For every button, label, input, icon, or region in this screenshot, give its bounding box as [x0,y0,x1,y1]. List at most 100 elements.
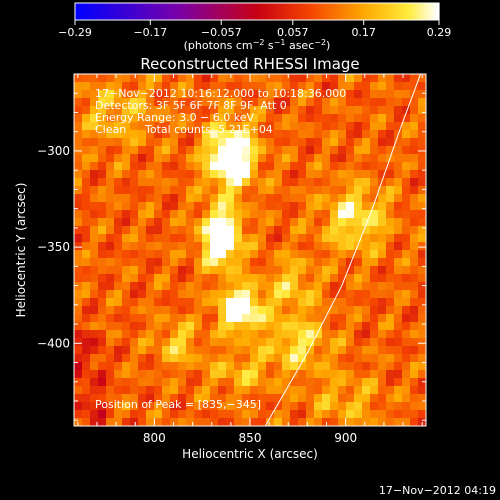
heatmap-cell [386,138,395,147]
heatmap-cell [178,354,187,363]
heatmap-cell [210,194,219,203]
heatmap-cell [106,202,115,211]
heatmap-cell [346,394,355,403]
heatmap-cell [362,378,371,387]
annotation-energy: Energy Range: 3.0 − 6.0 keV [95,111,255,124]
heatmap-cell [418,290,426,299]
heatmap-cell [410,322,419,331]
heatmap-cell [258,266,267,275]
heatmap-cell [194,82,203,91]
heatmap-cell [122,106,131,115]
heatmap-cell [250,114,259,123]
heatmap-cell [82,178,91,187]
heatmap-cell [242,234,251,243]
heatmap-cell [186,282,195,291]
heatmap-cell [106,114,115,123]
heatmap-cell [386,362,395,371]
heatmap-cell [298,186,307,195]
heatmap-cell [402,330,411,339]
heatmap-cell [114,418,123,426]
colorbar-cell [369,3,373,20]
heatmap-cell [82,290,91,299]
heatmap-cell [266,130,275,139]
heatmap-cell [82,162,91,171]
heatmap-cell [394,234,403,243]
heatmap-cell [130,154,139,163]
heatmap-cell [210,242,219,251]
heatmap-cell [178,210,187,219]
heatmap-cell [386,338,395,347]
heatmap-cell [178,202,187,211]
heatmap-cell [186,242,195,251]
heatmap-cell [202,82,211,91]
heatmap-cell [90,394,99,403]
heatmap-cell [210,122,219,131]
heatmap-cell [106,178,115,187]
heatmap-cell [218,298,227,307]
heatmap-cell [146,130,155,139]
heatmap-cell [370,282,379,291]
heatmap-cell [82,146,91,155]
heatmap-cell [146,322,155,331]
heatmap-cell [194,194,203,203]
heatmap-cell [194,114,203,123]
heatmap-cell [306,82,315,91]
heatmap-cell [114,154,123,163]
y-axis-label: Heliocentric Y (arcsec) [14,183,28,318]
heatmap-cell [170,250,179,259]
heatmap-cell [114,370,123,379]
heatmap-cell [122,298,131,307]
heatmap-cell [250,266,259,275]
heatmap-cell [194,242,203,251]
heatmap-cell [394,282,403,291]
heatmap-cell [370,98,379,107]
heatmap-cell [274,202,283,211]
heatmap-cell [242,266,251,275]
heatmap-cell [418,402,426,411]
heatmap-cell [354,218,363,227]
heatmap-cell [154,98,163,107]
colorbar-cell [396,3,401,20]
heatmap-cell [322,298,331,307]
heatmap-cell [322,266,331,275]
heatmap-cell [354,162,363,171]
heatmap-cell [290,138,299,147]
heatmap-cell [250,90,259,99]
heatmap-cell [314,354,323,363]
heatmap-cell [266,154,275,163]
heatmap-cell [98,202,107,211]
heatmap-cell [338,106,347,115]
colorbar-cell [320,3,325,20]
heatmap-cell [98,282,107,291]
heatmap-cell [186,234,195,243]
heatmap-cell [402,290,411,299]
heatmap-cell [298,386,307,395]
heatmap-cell [266,250,275,259]
heatmap-cell [202,314,211,323]
heatmap-cell [338,410,347,419]
heatmap-cell [258,330,267,339]
heatmap-cell [162,346,171,355]
heatmap-cell [242,154,251,163]
heatmap-cell [354,130,363,139]
heatmap-cell [418,370,426,379]
heatmap-cell [402,258,411,267]
heatmap-cell [122,274,131,283]
heatmap-cell [186,186,195,195]
heatmap-cell [282,178,291,187]
heatmap-cell [74,194,83,203]
heatmap-cell [258,322,267,331]
heatmap-cell [314,234,323,243]
heatmap-cell [346,226,355,235]
heatmap-cell [242,250,251,259]
heatmap-cell [82,114,91,123]
heatmap-cell [362,394,371,403]
heatmap-cell [234,378,243,387]
heatmap-cell [226,386,235,395]
heatmap-cell [114,226,123,235]
heatmap-cell [210,202,219,211]
heatmap-cell [314,314,323,323]
heatmap-cell [370,258,379,267]
heatmap-cell [210,74,219,83]
heatmap-cell [170,266,179,275]
